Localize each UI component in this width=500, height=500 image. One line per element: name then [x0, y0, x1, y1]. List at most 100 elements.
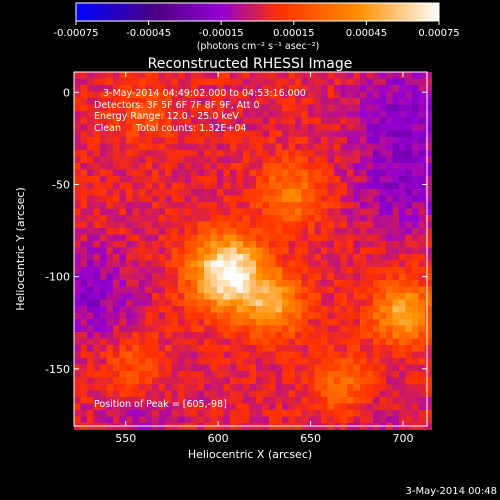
- heatmap-cell: [204, 371, 211, 378]
- heatmap-cell: [243, 351, 250, 359]
- heatmap-cell: [113, 98, 120, 105]
- heatmap-cell: [386, 137, 393, 144]
- heatmap-cell: [269, 416, 276, 424]
- heatmap-cell: [353, 390, 361, 398]
- heatmap-cell: [314, 78, 322, 86]
- heatmap-cell: [165, 371, 172, 378]
- heatmap-cell: [425, 228, 432, 235]
- heatmap-cell: [87, 111, 94, 118]
- heatmap-cell: [249, 306, 257, 313]
- heatmap-cell: [282, 241, 289, 248]
- heatmap-cell: [119, 410, 127, 417]
- heatmap-cell: [210, 72, 218, 79]
- heatmap-cell: [353, 228, 361, 235]
- heatmap-cell: [223, 410, 231, 417]
- heatmap-cell: [301, 78, 309, 86]
- heatmap-cell: [100, 150, 107, 157]
- heatmap-cell: [223, 280, 231, 287]
- heatmap-cell: [119, 208, 127, 216]
- heatmap-cell: [353, 319, 361, 326]
- heatmap-cell: [275, 351, 283, 359]
- heatmap-cell: [262, 306, 270, 313]
- heatmap-cell: [132, 260, 140, 268]
- heatmap-cell: [334, 364, 341, 372]
- heatmap-cell: [360, 215, 367, 222]
- heatmap-cell: [132, 72, 140, 79]
- heatmap-cell: [210, 299, 218, 307]
- heatmap-cell: [314, 273, 322, 281]
- heatmap-cell: [223, 228, 231, 235]
- heatmap-cell: [74, 254, 81, 261]
- heatmap-cell: [269, 338, 276, 346]
- heatmap-cell: [158, 312, 166, 320]
- heatmap-cell: [230, 247, 237, 255]
- heatmap-cell: [399, 364, 406, 372]
- heatmap-cell: [373, 208, 380, 216]
- heatmap-cell: [139, 130, 146, 138]
- heatmap-cell: [412, 410, 419, 417]
- heatmap-cell: [171, 273, 179, 281]
- heatmap-cell: [80, 260, 88, 268]
- heatmap-cell: [392, 338, 400, 346]
- heatmap-cell: [80, 208, 88, 216]
- heatmap-cell: [399, 254, 406, 261]
- heatmap-cell: [191, 124, 198, 131]
- heatmap-cell: [360, 293, 367, 300]
- heatmap-cell: [288, 325, 296, 333]
- heatmap-cell: [379, 306, 387, 313]
- heatmap-cell: [308, 117, 315, 125]
- heatmap-cell: [191, 390, 198, 398]
- heatmap-cell: [314, 124, 322, 131]
- heatmap-cell: [262, 150, 270, 157]
- heatmap-cell: [132, 332, 140, 339]
- heatmap-cell: [321, 163, 328, 170]
- heatmap-cell: [288, 273, 296, 281]
- heatmap-cell: [425, 247, 432, 255]
- heatmap-cell: [340, 364, 348, 372]
- heatmap-cell: [158, 156, 166, 164]
- heatmap-cell: [288, 111, 296, 118]
- heatmap-cell: [100, 234, 107, 242]
- heatmap-cell: [373, 364, 380, 372]
- heatmap-cell: [301, 104, 309, 112]
- heatmap-cell: [217, 364, 224, 372]
- heatmap-cell: [314, 156, 322, 164]
- heatmap-cell: [236, 371, 244, 378]
- heatmap-cell: [412, 202, 419, 209]
- heatmap-cell: [314, 254, 322, 261]
- heatmap-cell: [379, 364, 387, 372]
- heatmap-cell: [314, 351, 322, 359]
- heatmap-cell: [379, 312, 387, 320]
- heatmap-cell: [171, 78, 179, 86]
- heatmap-cell: [399, 234, 406, 242]
- heatmap-cell: [230, 195, 237, 203]
- heatmap-cell: [405, 202, 413, 209]
- heatmap-cell: [191, 397, 198, 404]
- heatmap-cell: [399, 117, 406, 125]
- heatmap-cell: [412, 182, 419, 190]
- heatmap-cell: [230, 143, 237, 151]
- heatmap-cell: [295, 351, 302, 359]
- x-tick-label: 700: [392, 432, 413, 445]
- heatmap-cell: [334, 332, 341, 339]
- heatmap-cell: [308, 85, 315, 92]
- heatmap-cell: [165, 221, 172, 229]
- heatmap-cell: [392, 358, 400, 365]
- heatmap-cell: [171, 345, 179, 352]
- heatmap-cell: [301, 325, 309, 333]
- heatmap-cell: [392, 306, 400, 313]
- heatmap-cell: [165, 247, 172, 255]
- heatmap-cell: [256, 189, 263, 196]
- heatmap-cell: [119, 312, 127, 320]
- heatmap-cell: [366, 208, 374, 216]
- heatmap-cell: [412, 358, 419, 365]
- heatmap-cell: [197, 280, 205, 287]
- heatmap-cell: [223, 345, 231, 352]
- heatmap-cell: [340, 351, 348, 359]
- heatmap-cell: [93, 208, 101, 216]
- heatmap-cell: [308, 195, 315, 203]
- heatmap-cell: [74, 325, 81, 333]
- heatmap-cell: [217, 254, 224, 261]
- heatmap-cell: [256, 241, 263, 248]
- heatmap-cell: [314, 299, 322, 307]
